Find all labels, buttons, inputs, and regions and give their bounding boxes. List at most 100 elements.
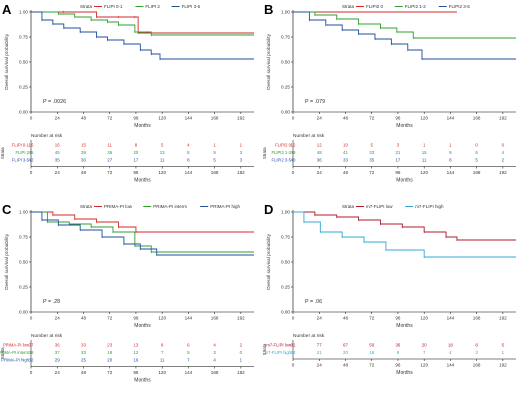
risk-x-tick-label: 168 — [211, 170, 219, 175]
x-tick-label: 96 — [133, 316, 139, 321]
risk-count: 18 — [448, 343, 453, 348]
survival-curve — [31, 11, 254, 60]
risk-x-tick-label: 168 — [211, 370, 219, 375]
risk-x-tick-label: 96 — [395, 363, 401, 368]
y-tick-label: 0.75 — [281, 235, 290, 240]
risk-count: 2 — [240, 343, 243, 348]
risk-count: 8 — [449, 158, 452, 163]
legend-title: Strata — [80, 4, 93, 9]
risk-x-tick-label: 120 — [420, 363, 428, 368]
risk-count: 16 — [29, 143, 34, 148]
risk-count: 7 — [423, 350, 426, 355]
risk-count: 15 — [81, 143, 86, 148]
risk-x-tick-label: 120 — [420, 170, 428, 175]
risk-count: 36 — [395, 343, 400, 348]
risk-count: 33 — [369, 150, 374, 155]
x-tick-label: 72 — [369, 116, 375, 121]
risk-row-label: FLIPI 3-5 — [12, 158, 30, 163]
legend-entry: m7-FLIPI high — [415, 204, 444, 209]
legend-entry: PRIMA-PI low — [104, 204, 133, 209]
panel-c: C Strata PRIMA-PI low PRIMA-PI interm PRIMA-… — [0, 202, 254, 384]
risk-table-axis-label: Strata — [0, 147, 5, 159]
risk-count: 7 — [187, 358, 190, 363]
risk-table-title: Number at risk — [293, 133, 325, 139]
risk-count: 3 — [240, 158, 243, 163]
p-value: P = .06 — [305, 299, 322, 305]
risk-count: 35 — [369, 158, 374, 163]
risk-count: 10 — [343, 143, 348, 148]
x-tick-label: 192 — [499, 316, 507, 321]
y-axis-title: Overall survival probability — [266, 33, 272, 90]
risk-count: 50 — [369, 343, 374, 348]
risk-x-tick-label: 192 — [499, 363, 507, 368]
x-tick-label: 192 — [237, 116, 245, 121]
x-tick-label: 24 — [317, 116, 323, 121]
risk-count: 2 — [502, 158, 505, 163]
risk-count: 32 — [29, 358, 34, 363]
legend: Strata m7-FLIPI low m7-FLIPI high — [342, 204, 444, 209]
risk-count: 16 — [55, 143, 60, 148]
risk-count: 8 — [187, 158, 190, 163]
risk-x-tick-label: 48 — [81, 170, 87, 175]
risk-count: 11 — [107, 143, 112, 148]
risk-x-tick-label: 168 — [473, 363, 481, 368]
x-tick-label: 120 — [420, 116, 428, 121]
risk-count: 36 — [55, 343, 60, 348]
p-value: P = .0026 — [43, 99, 66, 105]
risk-count: 35 — [55, 158, 60, 163]
risk-count: 5 — [187, 350, 190, 355]
risk-count: 4 — [187, 143, 190, 148]
risk-x-tick-label: 24 — [317, 363, 323, 368]
y-tick-label: 0.25 — [19, 285, 28, 290]
risk-row-label: m7-FLIPI low — [266, 343, 292, 348]
risk-count: 1 — [240, 358, 243, 363]
risk-count: 19 — [107, 350, 112, 355]
y-tick-label: 0.25 — [281, 85, 290, 90]
risk-x-axis-title: Months — [396, 178, 413, 184]
y-tick-label: 1.00 — [19, 10, 28, 15]
risk-count: 4 — [449, 350, 452, 355]
legend-entry: FLIPI 0-1 — [104, 4, 123, 9]
x-axis-title: Months — [396, 323, 413, 329]
risk-table-title: Number at risk — [31, 133, 63, 139]
risk-count: 17 — [395, 158, 400, 163]
x-tick-label: 144 — [447, 116, 455, 121]
legend-entry: PRIMA-PI interm — [153, 204, 187, 209]
x-tick-label: 72 — [107, 116, 113, 121]
risk-x-tick-label: 192 — [237, 170, 245, 175]
risk-count: 20 — [133, 150, 138, 155]
risk-count: 3 — [475, 350, 478, 355]
legend-entry: FLIPI2 1-2 — [405, 4, 427, 9]
risk-count: 1 — [502, 350, 505, 355]
risk-x-tick-label: 0 — [292, 170, 295, 175]
risk-x-tick-label: 48 — [343, 170, 349, 175]
risk-x-tick-label: 96 — [395, 170, 401, 175]
x-tick-label: 168 — [473, 316, 481, 321]
risk-count: 67 — [343, 343, 348, 348]
risk-row-label: m7-FLIPI high — [265, 350, 292, 355]
y-tick-label: 0.75 — [19, 35, 28, 40]
x-tick-label: 48 — [343, 316, 349, 321]
risk-x-tick-label: 24 — [55, 170, 61, 175]
risk-count: 5 — [502, 343, 505, 348]
panel-a: A Strata FLIPI 0-1 FLIPI 2 FLIPI 3-5 0.00 0.25… — [0, 2, 254, 184]
risk-table-axis-label: Strata — [262, 147, 267, 159]
panel-b: B Strata FLIPI2 0 FLIPI2 1-2 FLIPI2 3-50.000… — [262, 2, 516, 184]
risk-count: 5 — [213, 150, 216, 155]
panel-letter: D — [264, 202, 273, 217]
y-tick-label: 1.00 — [281, 10, 290, 15]
risk-count: 36 — [317, 158, 322, 163]
risk-count: 17 — [133, 158, 138, 163]
risk-x-axis-title: Months — [134, 378, 151, 384]
y-axis-title: Overall survival probability — [266, 233, 272, 290]
y-tick-label: 0.00 — [281, 310, 290, 315]
panel-letter: C — [2, 202, 12, 217]
risk-count: 8 — [135, 143, 138, 148]
y-axis-title: Overall survival probability — [4, 233, 10, 290]
risk-count: 5 — [213, 158, 216, 163]
y-tick-label: 1.00 — [19, 210, 28, 215]
risk-count: 11 — [422, 158, 427, 163]
risk-count: 33 — [81, 350, 86, 355]
legend-entry: FLIPI 2 — [145, 4, 160, 9]
